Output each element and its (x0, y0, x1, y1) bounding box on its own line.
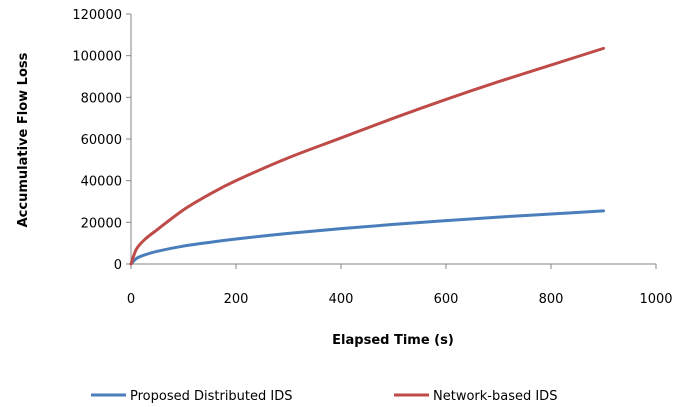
y-tick-label: 60000 (81, 133, 122, 148)
x-tick-label: 0 (127, 292, 135, 307)
series-line-1 (129, 209, 605, 266)
series-line-2 (129, 46, 605, 266)
series-group (129, 46, 605, 266)
legend: Proposed Distributed IDS Network-based ID… (91, 389, 557, 404)
y-tick-label: 40000 (81, 175, 122, 190)
x-tick-label: 600 (434, 292, 459, 307)
legend-label-2: Network-based IDS (433, 389, 557, 404)
y-tick-label: 120000 (72, 8, 122, 23)
y-tick-label: 0 (114, 258, 122, 273)
legend-label-1: Proposed Distributed IDS (130, 389, 293, 404)
x-tick-label: 400 (329, 292, 354, 307)
y-axis: 0 20000 40000 60000 80000 100000 120000 (72, 8, 132, 273)
x-tick-label: 1000 (639, 292, 672, 307)
x-axis: 0 200 400 600 800 1000 (127, 263, 673, 307)
y-axis-title: Accumulative Flow Loss (16, 52, 31, 227)
x-tick-label: 200 (224, 292, 249, 307)
y-tick-label: 20000 (81, 216, 122, 231)
y-tick-label: 80000 (81, 91, 122, 106)
x-axis-title: Elapsed Time (s) (332, 333, 454, 348)
y-tick-label: 100000 (72, 50, 122, 65)
x-tick-label: 800 (539, 292, 564, 307)
